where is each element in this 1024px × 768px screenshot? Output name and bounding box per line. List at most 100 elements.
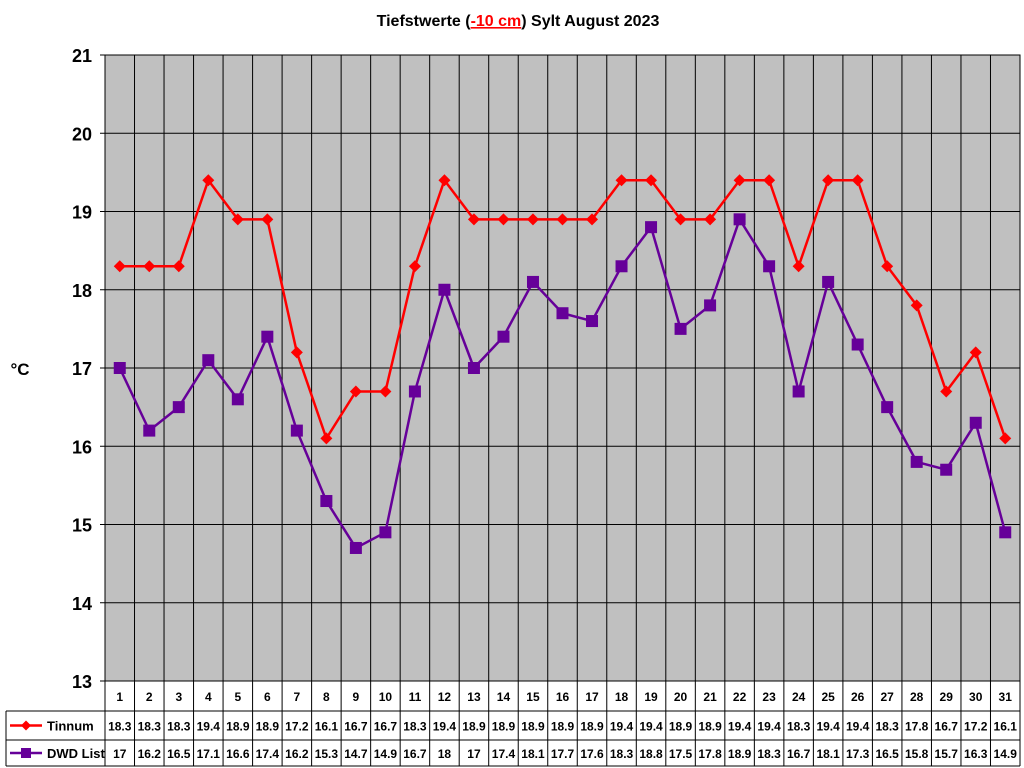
data-point-diamond (851, 174, 864, 187)
data-point-square (969, 416, 982, 429)
table-value: 18.9 (728, 747, 752, 761)
x-tick-label: 20 (674, 690, 688, 704)
y-tick-label: 21 (72, 46, 92, 66)
table-value: 18.3 (108, 720, 132, 734)
y-tick-label: 14 (72, 594, 92, 614)
data-point-diamond (349, 385, 362, 398)
table-value: 19.4 (610, 720, 634, 734)
y-tick-label: 18 (72, 281, 92, 301)
data-point-diamond (556, 213, 569, 226)
data-point-square (113, 362, 126, 374)
table-value: 16.7 (344, 720, 368, 734)
table-value: 18.9 (669, 720, 693, 734)
data-point-square (379, 526, 392, 539)
table-value: 18.3 (787, 720, 811, 734)
x-tick-label: 23 (762, 690, 776, 704)
x-tick-label: 26 (851, 690, 865, 704)
data-point-diamond (881, 260, 894, 273)
x-tick-label: 29 (940, 690, 954, 704)
title-highlight: -10 cm (471, 13, 522, 30)
table-value: 16.7 (403, 747, 427, 761)
data-point-diamond (940, 385, 953, 398)
table-value: 15.8 (905, 747, 929, 761)
data-point-square (497, 330, 510, 343)
data-point-diamond (615, 174, 628, 187)
table-value: 17.3 (846, 747, 870, 761)
data-point-square (231, 393, 244, 406)
table-value: 16.3 (964, 747, 988, 761)
table-value: 16.7 (374, 720, 398, 734)
data-point-square (467, 362, 480, 374)
data-point-diamond (261, 213, 274, 226)
table-value: 17.1 (197, 747, 221, 761)
table-value: 17.8 (698, 747, 722, 761)
data-point-diamond (438, 174, 451, 187)
data-point-diamond (526, 213, 539, 226)
table-value: 19.4 (846, 720, 870, 734)
y-tick-label: 13 (72, 672, 92, 692)
y-axis-label: °C (10, 360, 29, 379)
data-point-diamond (733, 174, 746, 187)
data-point-diamond (143, 260, 156, 273)
x-tick-label: 21 (703, 690, 717, 704)
table-value: 18.3 (610, 747, 634, 761)
legend-marker-diamond (21, 720, 31, 731)
data-point-diamond (792, 260, 805, 273)
table-value: 17 (113, 747, 127, 761)
x-tick-label: 19 (644, 690, 658, 704)
data-point-square (645, 221, 658, 234)
x-tick-label: 12 (438, 690, 452, 704)
title-part-2: ) Sylt August 2023 (521, 13, 659, 30)
data-point-diamond (379, 385, 392, 398)
data-point-diamond (999, 432, 1012, 445)
x-tick-label: 1 (116, 690, 123, 704)
legend-label: Tinnum (47, 719, 94, 734)
table-value: 18.9 (226, 720, 250, 734)
data-point-diamond (320, 432, 333, 445)
data-point-square (320, 495, 333, 508)
x-tick-label: 2 (146, 690, 153, 704)
data-point-diamond (408, 260, 421, 273)
y-tick-label: 19 (72, 203, 92, 223)
x-tick-label: 27 (880, 690, 894, 704)
x-tick-label: 18 (615, 690, 629, 704)
chart-title: Tiefstwerte (-10 cm) Sylt August 2023 (377, 13, 660, 30)
data-point-diamond (969, 346, 982, 359)
x-tick-label: 11 (409, 690, 422, 704)
table-value: 19.4 (728, 720, 752, 734)
x-tick-label: 6 (264, 690, 271, 704)
table-value: 16.7 (787, 747, 811, 761)
table-value: 17.5 (669, 747, 693, 761)
data-point-square (408, 385, 421, 398)
table-value: 17.4 (492, 747, 516, 761)
x-tick-label: 31 (999, 690, 1013, 704)
x-tick-label: 28 (910, 690, 924, 704)
data-point-square (261, 330, 274, 343)
data-point-diamond (674, 213, 687, 226)
table-value: 18.3 (138, 720, 162, 734)
x-tick-label: 9 (353, 690, 360, 704)
table-value: 16.6 (226, 747, 250, 761)
table-value: 17.2 (964, 720, 988, 734)
data-point-square (172, 401, 185, 414)
y-tick-label: 15 (72, 516, 92, 536)
data-point-square (615, 260, 628, 273)
table-value: 18.3 (757, 747, 781, 761)
data-point-square (526, 275, 539, 288)
table-value: 19.4 (639, 720, 663, 734)
table-value: 19.4 (757, 720, 781, 734)
legend-marker-square (21, 748, 31, 758)
table-value: 18.3 (875, 720, 899, 734)
x-tick-label: 7 (294, 690, 301, 704)
data-point-square (999, 526, 1012, 539)
x-tick-label: 14 (497, 690, 511, 704)
table-value: 14.7 (344, 747, 368, 761)
x-tick-label: 22 (733, 690, 747, 704)
data-point-square (792, 385, 805, 398)
data-point-square (910, 455, 923, 468)
x-tick-label: 24 (792, 690, 806, 704)
table-value: 18 (438, 747, 452, 761)
table-value: 18.9 (462, 720, 486, 734)
y-tick-label: 17 (72, 359, 92, 379)
